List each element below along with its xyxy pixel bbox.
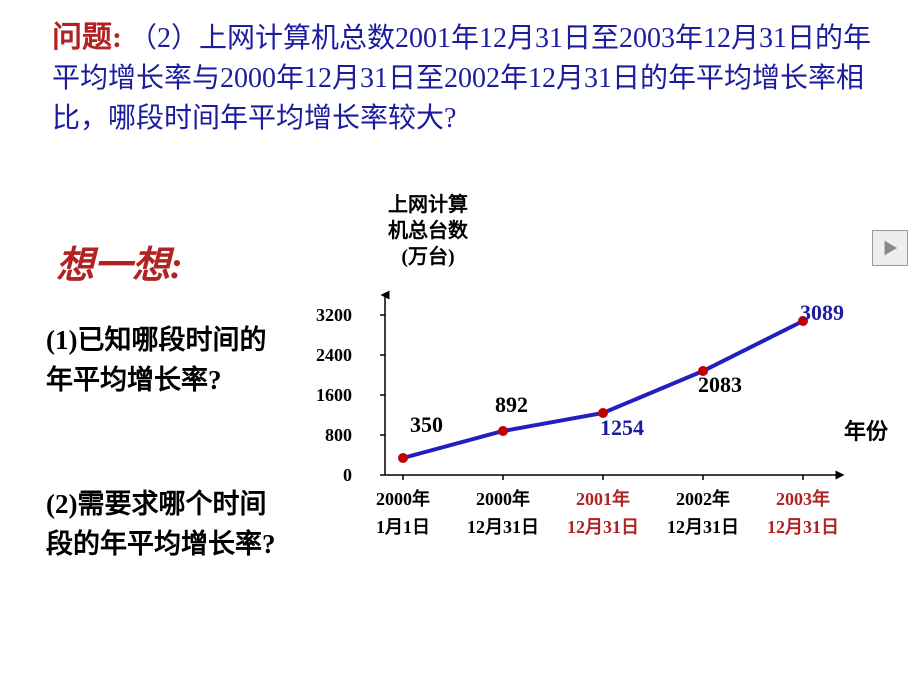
think-heading: 想一想: xyxy=(56,234,183,289)
y-title-line1: 上网计算 xyxy=(388,194,468,216)
data-point-label: 892 xyxy=(495,392,528,418)
x-axis-title: 年份 xyxy=(844,414,888,446)
sub-question-1: (1)已知哪段时间的年平均增长率? xyxy=(46,320,276,400)
question-block: 问题: （2）上网计算机总数2001年12月31日至2003年12月31日的年平… xyxy=(52,18,892,139)
y-tick-label: 2400 xyxy=(300,345,352,366)
y-title-line2: 机总台数 xyxy=(388,220,468,242)
data-point-label: 2083 xyxy=(698,372,742,398)
y-title-line3: (万台) xyxy=(401,246,454,268)
x-tick-label: 2002年12月31日 xyxy=(658,485,748,541)
x-tick-label: 2000年12月31日 xyxy=(458,485,548,541)
data-point-label: 1254 xyxy=(600,415,644,441)
y-tick-label: 1600 xyxy=(300,385,352,406)
line-chart: 上网计算 机总台数 (万台) 年份 08001600240032002000年1… xyxy=(300,200,890,560)
question-text: （2）上网计算机总数2001年12月31日至2003年12月31日的年平均增长率… xyxy=(52,23,871,134)
data-point-label: 350 xyxy=(410,412,443,438)
question-label: 问题: xyxy=(52,21,122,54)
y-axis-title: 上网计算 机总台数 (万台) xyxy=(388,192,468,270)
x-tick-label: 2001年12月31日 xyxy=(558,485,648,541)
x-tick-label: 2000年1月1日 xyxy=(358,485,448,541)
data-point-label: 3089 xyxy=(800,300,844,326)
x-tick-label: 2003年12月31日 xyxy=(758,485,848,541)
sub-question-2: (2)需要求哪个时间段的年平均增长率? xyxy=(46,484,276,564)
y-tick-label: 0 xyxy=(300,465,352,486)
y-tick-label: 800 xyxy=(300,425,352,446)
y-tick-label: 3200 xyxy=(300,305,352,326)
